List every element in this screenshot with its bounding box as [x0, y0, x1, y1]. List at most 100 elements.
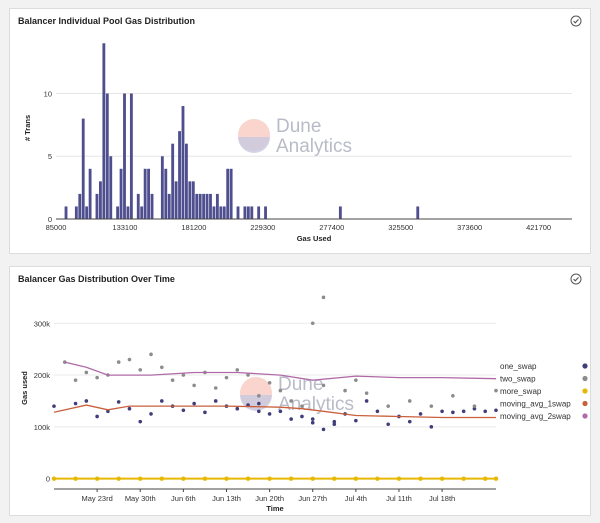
watermark-line1: Dune [276, 116, 321, 137]
histogram-bar [174, 181, 178, 219]
histogram-bar [209, 193, 212, 219]
y-tick-label: 100k [34, 423, 51, 432]
card-title: Balancer Individual Pool Gas Distributio… [18, 16, 196, 26]
scatter-point-one_swap [364, 399, 369, 403]
scatter-point-one_swap [235, 406, 240, 411]
scatter-point-one_swap [138, 419, 143, 424]
scatter-point-two_swap [321, 383, 326, 388]
x-tick-label: 421700 [526, 223, 551, 232]
x-tick-label: Jun 6th [171, 494, 196, 503]
x-tick-label: Jun 27th [298, 494, 327, 503]
scatter-point-one_swap [494, 408, 498, 413]
y-axis-title: # Trans [23, 115, 32, 141]
legend-swatch [582, 363, 588, 369]
scatter-point-one_swap [321, 427, 326, 432]
watermark-logo-lower [240, 395, 272, 411]
series-line-moving_avg_1swap [53, 404, 496, 419]
histogram-bar [99, 181, 102, 219]
histogram-bar [188, 181, 192, 219]
histogram-bar [171, 143, 175, 219]
scatter-point-two_swap [127, 357, 132, 362]
x-tick-label: May 30th [125, 494, 156, 503]
scatter-point-two_swap [84, 370, 89, 375]
scatter-point-two_swap [343, 388, 347, 393]
check-circle-icon[interactable] [570, 15, 582, 27]
legend-item: moving_avg_2swap [500, 412, 588, 421]
x-tick-label: Jul 18th [429, 494, 455, 503]
card-title: Balancer Gas Distribution Over Time [18, 274, 175, 284]
x-tick-label: 229300 [250, 223, 275, 232]
y-tick-label: 5 [48, 152, 52, 161]
x-tick-label: 85000 [46, 223, 67, 232]
scatter-point-one_swap [278, 409, 283, 414]
histogram-bar [198, 193, 202, 219]
scatter-point-one_swap [203, 410, 207, 415]
x-tick-label: Jul 11th [386, 494, 412, 503]
histogram-bar [185, 143, 188, 219]
legend-item: more_swap [500, 387, 588, 396]
scatter-point-two_swap [149, 352, 153, 357]
scatter-point-more_swap [245, 476, 251, 481]
scatter-point-two_swap [267, 381, 272, 385]
scatter-point-more_swap [439, 476, 445, 481]
histogram-bar [178, 131, 181, 219]
legend-swatch [582, 388, 588, 394]
gas-over-time-card: Balancer Gas Distribution Over Time Dune… [9, 266, 591, 516]
legend-label: moving_avg_2swap [500, 412, 571, 421]
scatter-point-one_swap [310, 420, 315, 425]
scatter-point-one_swap [127, 406, 132, 411]
histogram-bar [150, 193, 154, 219]
scatter-point-one_swap [95, 414, 99, 419]
scatter-point-one_swap [483, 409, 488, 414]
legend-swatch [582, 413, 588, 419]
scatter-point-two_swap [95, 375, 99, 380]
histogram-bar [246, 206, 250, 219]
histogram-bar [78, 193, 82, 219]
histogram-bar [164, 168, 168, 219]
histogram-bar [109, 156, 113, 219]
scatter-point-one_swap [332, 422, 337, 427]
scatter-point-one_swap [257, 401, 261, 406]
scatter-point-one_swap [257, 409, 261, 414]
x-tick-label: Jun 13th [212, 494, 241, 503]
scatter-point-more_swap [94, 476, 100, 481]
histogram-bar [129, 93, 133, 219]
histogram-bar [338, 206, 342, 219]
scatter-point-more_swap [493, 476, 499, 481]
check-circle-icon[interactable] [570, 273, 582, 285]
histogram-bar [191, 181, 195, 219]
scatter-point-more_swap [116, 476, 121, 481]
scatter-point-one_swap [451, 410, 455, 415]
scatter-point-two_swap [213, 386, 218, 390]
histogram-bar [81, 118, 85, 219]
scatter-point-one_swap [375, 409, 380, 414]
histogram-bar [116, 206, 120, 219]
scatter-point-one_swap [300, 414, 304, 419]
legend-swatch [582, 400, 588, 407]
scatter-point-two_swap [73, 378, 78, 383]
histogram-bar [147, 168, 151, 219]
scatter-point-two_swap [364, 391, 369, 395]
scatter-point-more_swap [353, 476, 359, 481]
y-tick-label: 0 [46, 475, 50, 484]
scatter-point-more_swap [288, 476, 294, 481]
histogram-bar [123, 93, 126, 219]
x-tick-label: 181200 [181, 223, 206, 232]
scatter-point-more_swap [138, 476, 143, 481]
histogram-bar [257, 206, 261, 219]
scatter-point-one_swap [289, 417, 293, 421]
histogram-bar [215, 193, 219, 219]
scatter-point-two_swap [354, 378, 358, 383]
histogram-bar [212, 206, 216, 219]
scatter-point-one_swap [418, 412, 423, 416]
scatter-point-more_swap [159, 476, 165, 481]
scatter-point-one_swap [84, 399, 89, 403]
histogram-bar [64, 206, 68, 219]
histogram-bar [74, 206, 78, 219]
scatter-point-one_swap [116, 400, 121, 404]
scatter-point-one_swap [73, 401, 78, 406]
scatter-point-two_swap [494, 388, 498, 393]
scatter-point-one_swap [106, 409, 110, 414]
histogram-bar [195, 193, 199, 219]
